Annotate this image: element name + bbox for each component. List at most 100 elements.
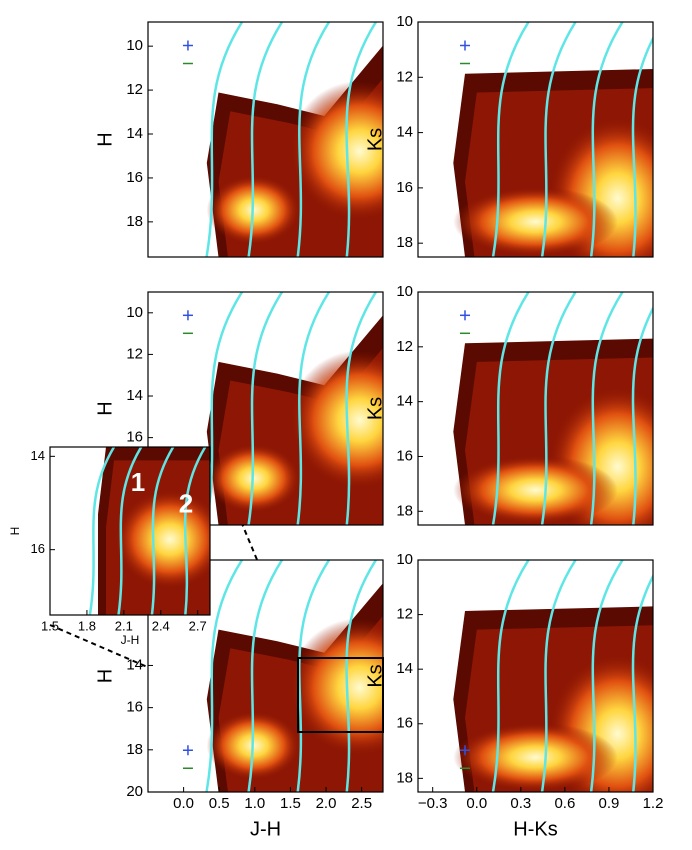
y-tick-label: 12 bbox=[126, 345, 143, 362]
x-tick-label: 0.9 bbox=[599, 795, 620, 812]
x-tick-label: −0.3 bbox=[418, 795, 448, 812]
y-tick-label: 10 bbox=[126, 37, 143, 54]
isochrone bbox=[589, 292, 624, 525]
x-tick-label: 1.5 bbox=[41, 618, 59, 633]
y-tick-label: 14 bbox=[396, 660, 413, 677]
y-tick-label: 16 bbox=[126, 429, 143, 446]
y-axis-label: H bbox=[94, 401, 116, 415]
panel: 10 12 14 16 18 Ks bbox=[364, 283, 654, 526]
frame bbox=[417, 21, 654, 258]
x-axis-label: H-Ks bbox=[513, 818, 557, 840]
annotation: 2 bbox=[179, 489, 193, 519]
isochrone bbox=[183, 447, 207, 615]
y-tick-label: 14 bbox=[126, 125, 143, 142]
isochrone bbox=[247, 22, 284, 257]
y-tick-label: 12 bbox=[396, 338, 413, 355]
y-tick-label: 12 bbox=[396, 68, 413, 85]
y-tick-label: 10 bbox=[396, 283, 413, 300]
y-tick-label: 18 bbox=[396, 502, 413, 519]
isochrone bbox=[296, 292, 331, 525]
x-tick-label: 2.7 bbox=[189, 618, 207, 633]
y-tick-label: 10 bbox=[126, 304, 143, 321]
frame bbox=[417, 559, 654, 793]
panel: 14 16 1.5 1.8 2.1 2.4 2.7 J-H H 1 2 bbox=[8, 446, 211, 647]
x-tick-label: 0.0 bbox=[173, 795, 194, 812]
y-tick-label: 12 bbox=[396, 606, 413, 623]
annotation: 1 bbox=[131, 467, 145, 497]
isochrone bbox=[345, 560, 377, 792]
x-tick-label: 1.2 bbox=[643, 795, 664, 812]
isochrone bbox=[296, 560, 331, 792]
y-axis-label: H bbox=[94, 669, 116, 683]
isochrone bbox=[631, 35, 653, 257]
isochrone bbox=[540, 22, 577, 257]
frame bbox=[49, 446, 211, 616]
panel: 10 12 14 16 18 H bbox=[94, 21, 384, 258]
density-peak bbox=[289, 618, 383, 758]
x-tick-label: 2.1 bbox=[115, 618, 133, 633]
x-tick-label: 0.0 bbox=[466, 795, 487, 812]
isochrone bbox=[589, 560, 624, 792]
isochrone bbox=[540, 292, 577, 525]
isochrone bbox=[205, 560, 244, 792]
frame bbox=[417, 291, 654, 526]
isochrone bbox=[491, 292, 530, 525]
isochrone bbox=[631, 573, 653, 792]
y-tick-label: 16 bbox=[396, 179, 413, 196]
y-tick-label: 14 bbox=[31, 448, 45, 463]
x-tick-label: 1.0 bbox=[244, 795, 265, 812]
y-tick-label: 16 bbox=[396, 715, 413, 732]
x-tick-label: 0.6 bbox=[554, 795, 575, 812]
isochrone bbox=[540, 560, 577, 792]
density-peak bbox=[289, 80, 383, 222]
isochrone bbox=[247, 292, 284, 525]
y-tick-label: 14 bbox=[126, 656, 143, 673]
y-tick-label: 16 bbox=[31, 541, 45, 556]
density bbox=[205, 560, 383, 792]
y-tick-label: 16 bbox=[126, 699, 143, 716]
isochrone bbox=[491, 22, 530, 257]
density bbox=[205, 292, 383, 525]
zoom-box bbox=[297, 657, 384, 733]
x-axis-label: J-H bbox=[121, 633, 140, 647]
density-peak bbox=[289, 350, 383, 491]
density bbox=[88, 447, 210, 615]
isochrone bbox=[205, 22, 244, 257]
y-axis-label: Ks bbox=[364, 397, 386, 420]
density bbox=[453, 560, 653, 792]
isochrone bbox=[150, 447, 175, 615]
isochrone bbox=[88, 447, 116, 615]
x-tick-label: 0.3 bbox=[510, 795, 531, 812]
isochrone bbox=[247, 560, 284, 792]
y-tick-label: 18 bbox=[396, 234, 413, 251]
y-tick-label: 14 bbox=[396, 124, 413, 141]
y-axis-label: H bbox=[8, 527, 22, 536]
y-axis-label: Ks bbox=[364, 664, 386, 687]
x-tick-label: 0.5 bbox=[209, 795, 230, 812]
panel: 14 16 18 20 0.0 0.5 1.0 1.5 2.0 2.5 J-H H bbox=[94, 559, 384, 840]
y-tick-label: 12 bbox=[126, 81, 143, 98]
isochrone bbox=[491, 560, 530, 792]
x-tick-label: 1.5 bbox=[280, 795, 301, 812]
isochrone bbox=[589, 22, 624, 257]
frame bbox=[147, 291, 384, 526]
isochrone bbox=[345, 22, 377, 257]
y-tick-label: 10 bbox=[396, 551, 413, 568]
x-tick-label: 1.8 bbox=[78, 618, 96, 633]
x-tick-label: 2.5 bbox=[351, 795, 372, 812]
y-tick-label: 20 bbox=[126, 783, 143, 800]
y-tick-label: 14 bbox=[126, 387, 143, 404]
y-tick-label: 16 bbox=[126, 169, 143, 186]
isochrone bbox=[296, 22, 331, 257]
isochrone bbox=[117, 447, 143, 615]
y-tick-label: 10 bbox=[396, 13, 413, 30]
frame bbox=[147, 21, 384, 258]
y-axis-label: Ks bbox=[364, 128, 386, 151]
panel: 10 12 14 16 18 Ks bbox=[364, 13, 654, 258]
x-axis-label: J-H bbox=[250, 818, 281, 840]
isochrone bbox=[345, 292, 377, 525]
y-tick-label: 18 bbox=[396, 769, 413, 786]
panel: 10 12 14 16 18 −0.3 0.0 0.3 0.6 0.9 1.2 H-Ks Ks bbox=[364, 551, 664, 840]
isochrone bbox=[631, 305, 653, 525]
y-tick-label: 18 bbox=[126, 213, 143, 230]
